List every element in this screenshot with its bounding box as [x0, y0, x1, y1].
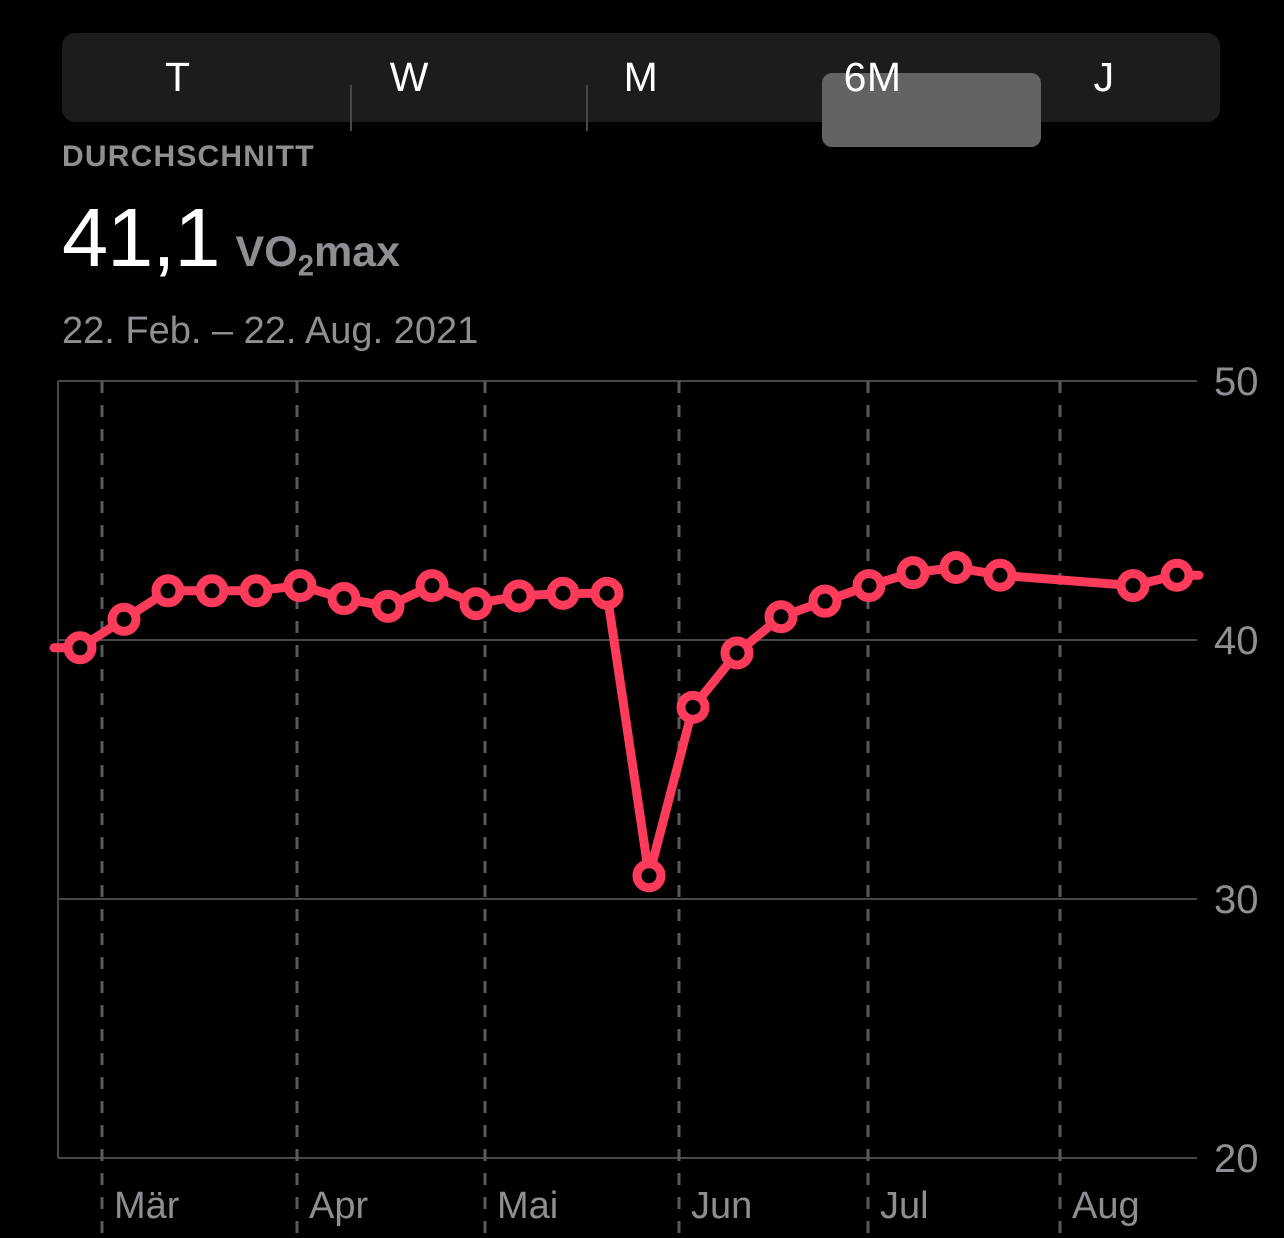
- vertical-gridlines: [100, 381, 1062, 1238]
- data-point[interactable]: [239, 574, 273, 608]
- segment-month[interactable]: M: [623, 54, 659, 100]
- data-point[interactable]: [151, 574, 185, 608]
- data-point[interactable]: [764, 600, 798, 634]
- data-point[interactable]: [983, 558, 1017, 592]
- average-value-row: 41,1 VO2max: [62, 196, 400, 282]
- data-point[interactable]: [590, 576, 624, 610]
- data-point[interactable]: [896, 556, 930, 590]
- data-point[interactable]: [676, 690, 710, 724]
- x-tick-label-Mai: Mai: [497, 1185, 558, 1227]
- data-point[interactable]: [546, 576, 580, 610]
- data-point[interactable]: [371, 589, 405, 623]
- x-tick-label-Aug: Aug: [1072, 1185, 1140, 1227]
- segment-day[interactable]: T: [165, 54, 191, 100]
- segment-week[interactable]: W: [389, 54, 429, 100]
- data-point[interactable]: [852, 569, 886, 603]
- unit-prefix: VO: [235, 228, 298, 276]
- data-point-markers[interactable]: [63, 550, 1194, 893]
- segment-divider-2: [586, 85, 588, 131]
- data-point[interactable]: [808, 584, 842, 618]
- vo2max-trend-line: [49, 562, 1204, 881]
- x-tick-label-Jun: Jun: [691, 1185, 752, 1227]
- y-tick-label-20: 20: [1214, 1137, 1259, 1181]
- x-axis-tick-labels: Mär Apr Mai Jun Jul Aug: [114, 1185, 1140, 1227]
- time-range-segmented-control[interactable]: T W M 6M J: [62, 33, 1220, 147]
- date-range-label: 22. Feb. – 22. Aug. 2021: [62, 310, 479, 352]
- segment-six-months[interactable]: 6M: [843, 54, 902, 100]
- average-label: DURCHSCHNITT: [62, 140, 315, 173]
- data-point[interactable]: [459, 587, 493, 621]
- unit-label: VO2max: [236, 231, 400, 282]
- data-point[interactable]: [939, 550, 973, 584]
- data-point[interactable]: [63, 631, 97, 665]
- horizontal-gridlines: [58, 380, 1197, 1159]
- data-point[interactable]: [283, 569, 317, 603]
- y-tick-label-30: 30: [1214, 878, 1259, 922]
- data-point[interactable]: [632, 859, 666, 893]
- x-tick-label-Apr: Apr: [309, 1185, 368, 1227]
- x-tick-label-Mär: Mär: [114, 1185, 180, 1227]
- data-point[interactable]: [195, 574, 229, 608]
- y-tick-label-50: 50: [1214, 360, 1259, 404]
- data-point[interactable]: [720, 636, 754, 670]
- chart-container[interactable]: 20 30 40 50 Mär Apr Mai Jun Jul Aug: [0, 360, 1284, 1238]
- segment-year[interactable]: J: [1093, 54, 1115, 100]
- data-point[interactable]: [1160, 558, 1194, 592]
- segment-divider-1: [350, 85, 352, 131]
- data-point[interactable]: [415, 569, 449, 603]
- segment-selected-indicator: [822, 73, 1041, 147]
- unit-suffix: max: [313, 228, 401, 276]
- y-tick-label-40: 40: [1214, 619, 1259, 663]
- data-point[interactable]: [502, 579, 536, 613]
- data-point[interactable]: [327, 582, 361, 616]
- unit-subscript: 2: [297, 250, 314, 283]
- y-axis-tick-labels: 20 30 40 50: [1214, 360, 1259, 1181]
- average-value: 41,1: [62, 191, 221, 284]
- data-point[interactable]: [1116, 569, 1150, 603]
- data-line: [49, 562, 1204, 881]
- vo2max-line-chart[interactable]: 20 30 40 50 Mär Apr Mai Jun Jul Aug: [0, 360, 1284, 1238]
- data-point[interactable]: [107, 602, 141, 636]
- x-tick-label-Jul: Jul: [880, 1185, 929, 1227]
